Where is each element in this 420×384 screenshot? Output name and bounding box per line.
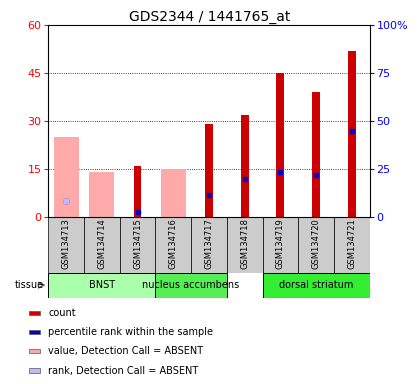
Text: GSM134719: GSM134719 bbox=[276, 218, 285, 269]
Bar bbox=[84, 217, 120, 273]
Bar bbox=[348, 51, 356, 217]
Bar bbox=[120, 217, 155, 273]
Bar bbox=[262, 217, 298, 273]
Bar bbox=[161, 169, 186, 217]
Bar bbox=[155, 217, 191, 273]
Bar bbox=[262, 273, 370, 298]
Bar bbox=[29, 330, 40, 334]
Text: GSM134718: GSM134718 bbox=[240, 218, 249, 269]
Bar bbox=[134, 166, 142, 217]
Text: BNST: BNST bbox=[89, 280, 115, 290]
Bar bbox=[54, 137, 79, 217]
Bar bbox=[155, 273, 227, 298]
Bar bbox=[205, 124, 213, 217]
Text: GSM134720: GSM134720 bbox=[312, 218, 320, 269]
Bar bbox=[48, 273, 155, 298]
Text: GSM134717: GSM134717 bbox=[205, 218, 213, 269]
Text: value, Detection Call = ABSENT: value, Detection Call = ABSENT bbox=[48, 346, 203, 356]
Bar bbox=[227, 217, 262, 273]
Text: dorsal striatum: dorsal striatum bbox=[279, 280, 353, 290]
Text: GDS2344 / 1441765_at: GDS2344 / 1441765_at bbox=[129, 10, 291, 23]
Bar bbox=[48, 217, 84, 273]
Bar bbox=[191, 217, 227, 273]
Text: count: count bbox=[48, 308, 76, 318]
Text: GSM134715: GSM134715 bbox=[133, 218, 142, 269]
Bar bbox=[298, 217, 334, 273]
Text: GSM134714: GSM134714 bbox=[97, 218, 106, 269]
Bar bbox=[29, 369, 40, 372]
Text: nucleus accumbens: nucleus accumbens bbox=[142, 280, 240, 290]
Text: GSM134721: GSM134721 bbox=[347, 218, 356, 269]
Text: tissue: tissue bbox=[15, 280, 44, 290]
Bar bbox=[334, 217, 370, 273]
Bar bbox=[29, 311, 40, 315]
Bar bbox=[241, 114, 249, 217]
Text: GSM134713: GSM134713 bbox=[62, 218, 71, 269]
Bar bbox=[276, 73, 284, 217]
Text: rank, Detection Call = ABSENT: rank, Detection Call = ABSENT bbox=[48, 366, 198, 376]
Bar bbox=[29, 349, 40, 353]
Text: GSM134716: GSM134716 bbox=[169, 218, 178, 269]
Bar bbox=[89, 172, 114, 217]
Text: percentile rank within the sample: percentile rank within the sample bbox=[48, 327, 213, 337]
Bar bbox=[312, 92, 320, 217]
